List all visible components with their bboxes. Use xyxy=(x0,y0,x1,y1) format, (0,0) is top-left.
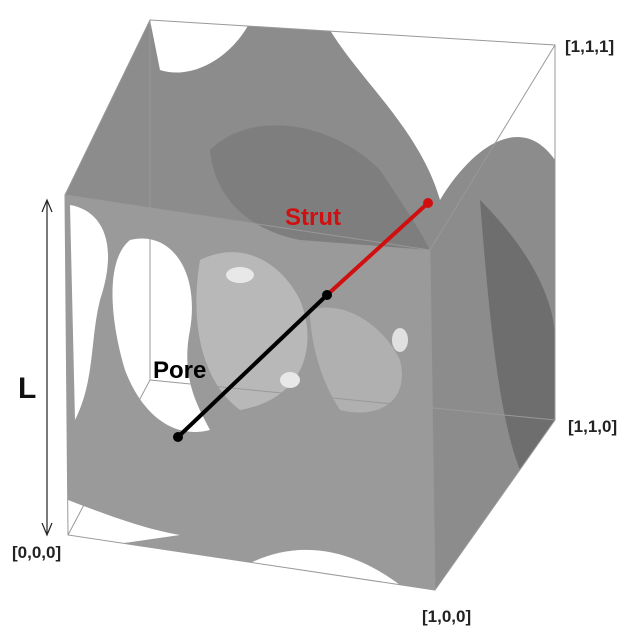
center-point xyxy=(322,290,332,300)
corner-label: [1,1,1] xyxy=(565,37,614,56)
gyroid-surface xyxy=(65,20,555,590)
pore-label: Pore xyxy=(153,357,206,384)
pore-end xyxy=(173,432,183,442)
gyroid-diagram: L Strut Pore [1,1,1] [1,1,0] [0,0,0] [1,… xyxy=(0,0,644,635)
corner-label: [1,1,0] xyxy=(568,417,617,436)
strut-end xyxy=(423,198,433,208)
strut-label: Strut xyxy=(285,204,341,231)
corner-label: [0,0,0] xyxy=(12,543,61,562)
corner-label: [1,0,0] xyxy=(422,607,471,626)
length-label: L xyxy=(18,372,36,405)
length-arrow xyxy=(42,200,52,535)
